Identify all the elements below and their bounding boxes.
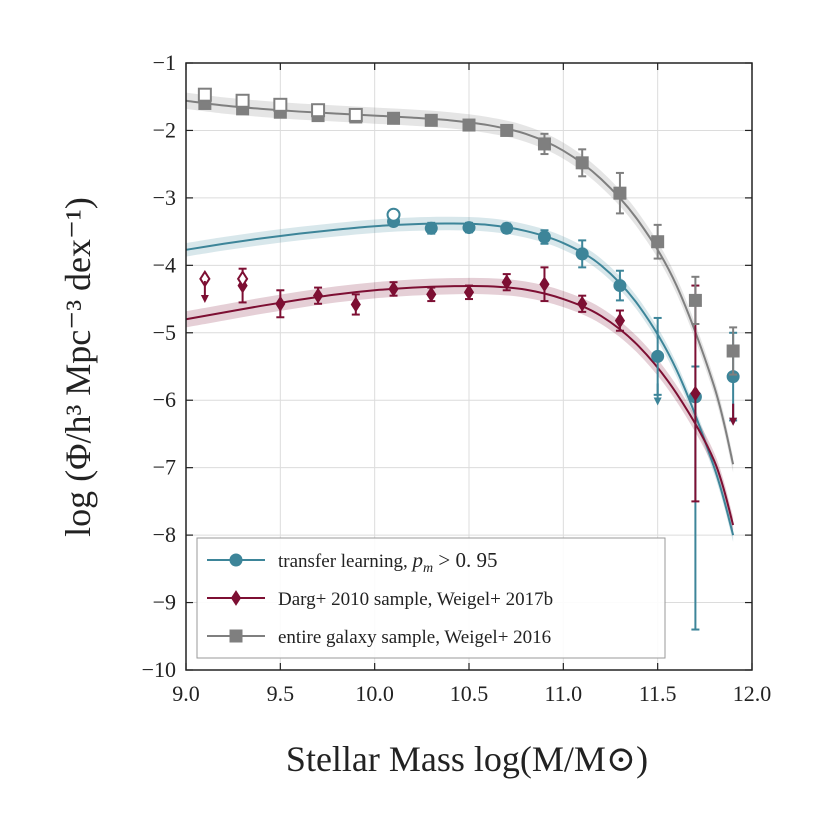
- transfer-upper-limit-arrow: [653, 397, 662, 406]
- entire-data-point: [424, 113, 438, 127]
- x-axis-title: Stellar Mass log(M/M⊙): [286, 739, 648, 779]
- data-point-layer: [197, 87, 740, 631]
- entire-legend-label: entire galaxy sample, Weigel+ 2016: [278, 627, 551, 648]
- entire-legend-marker: [229, 629, 243, 643]
- y-tick-label: −8: [153, 522, 176, 547]
- entire-data-point: [613, 186, 627, 200]
- x-tick-label: 10.5: [450, 681, 489, 706]
- y-axis-title: log (Φ/h³ Mpc⁻³ dex⁻¹): [58, 197, 98, 537]
- y-tick-label: −10: [142, 657, 176, 682]
- darg-data-point: [614, 312, 626, 329]
- entire-open-point: [273, 97, 288, 112]
- entire-data-point: [651, 235, 665, 249]
- y-tick-label: −5: [153, 320, 176, 345]
- darg-data-point: [501, 274, 512, 291]
- x-tick-label: 9.5: [267, 681, 295, 706]
- transfer-open-point: [386, 207, 401, 222]
- entire-data-point: [575, 156, 589, 170]
- legend-box: [196, 537, 666, 659]
- darg-legend-label: Darg+ 2010 sample, Weigel+ 2017b: [278, 589, 553, 610]
- entire-open-point: [348, 107, 363, 122]
- x-tick-label: 10.0: [355, 681, 394, 706]
- darg-data-point: [388, 281, 399, 297]
- darg-upper-limit-arrow: [200, 294, 209, 303]
- entire-data-point: [500, 123, 514, 137]
- x-tick-label: 9.0: [172, 681, 200, 706]
- darg-data-point: [350, 296, 361, 313]
- transfer-data-point: [424, 221, 438, 235]
- y-tick-label: −2: [153, 117, 176, 142]
- darg-data-point: [577, 295, 588, 312]
- entire-open-point: [311, 103, 326, 118]
- y-tick-label: −3: [153, 185, 176, 210]
- x-tick-label: 11.5: [639, 681, 677, 706]
- entire-data-point: [462, 118, 476, 132]
- darg-data-point: [275, 295, 286, 312]
- darg-data-point: [463, 284, 475, 301]
- darg-data-point: [312, 287, 324, 304]
- y-tick-label: −7: [153, 455, 176, 480]
- darg-data-point: [539, 276, 550, 293]
- transfer-data-point: [575, 247, 589, 261]
- tick-layer: 9.0 9.5 10.0 10.5 11.0 11.5 12.0 −10 −9 −8 −7 −6 −5 −…: [142, 50, 772, 706]
- x-tick-label: 11.0: [544, 681, 582, 706]
- transfer-data-point: [613, 279, 627, 293]
- transfer-data-point: [651, 349, 665, 363]
- entire-data-point: [688, 293, 702, 307]
- legend: transfer learning, pm > 0. 95 Darg+ 2010 …: [196, 537, 666, 659]
- entire-open-point: [235, 93, 250, 108]
- transfer-fit-line: [185, 222, 735, 536]
- transfer-legend-marker: [229, 553, 243, 567]
- darg-data-point: [426, 286, 437, 303]
- darg-data-point: [690, 385, 701, 402]
- transfer-data-point: [500, 221, 514, 235]
- darg-upper-limit-arrow: [729, 417, 738, 426]
- y-tick-label: −1: [153, 50, 176, 75]
- transfer-data-point: [462, 221, 476, 235]
- x-tick-label: 12.0: [733, 681, 772, 706]
- y-tick-label: −9: [153, 590, 176, 615]
- darg-open-point: [236, 269, 249, 288]
- entire-data-point: [726, 344, 740, 358]
- entire-data-point: [537, 137, 551, 151]
- transfer-data-point: [537, 230, 551, 244]
- y-tick-label: −6: [153, 387, 176, 412]
- darg-legend-marker: [230, 590, 242, 606]
- entire-open-point: [197, 87, 212, 102]
- transfer-legend-label: transfer learning, pm > 0. 95: [278, 548, 498, 576]
- entire-data-point: [387, 111, 401, 125]
- y-tick-label: −4: [153, 252, 176, 277]
